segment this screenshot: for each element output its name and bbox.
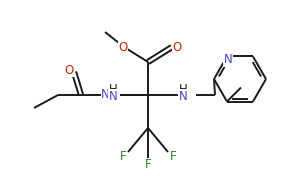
Text: F: F [145,158,151,171]
Text: N: N [224,53,232,66]
Text: F: F [170,150,176,163]
Text: H: H [179,83,187,95]
Text: N: N [109,89,118,102]
Text: O: O [172,41,182,54]
Text: F: F [120,150,126,163]
Text: N: N [179,89,187,102]
Text: O: O [118,41,128,54]
Text: H: H [109,83,118,95]
Text: O: O [64,63,74,76]
Text: H: H [106,89,114,102]
Text: N: N [101,87,110,100]
